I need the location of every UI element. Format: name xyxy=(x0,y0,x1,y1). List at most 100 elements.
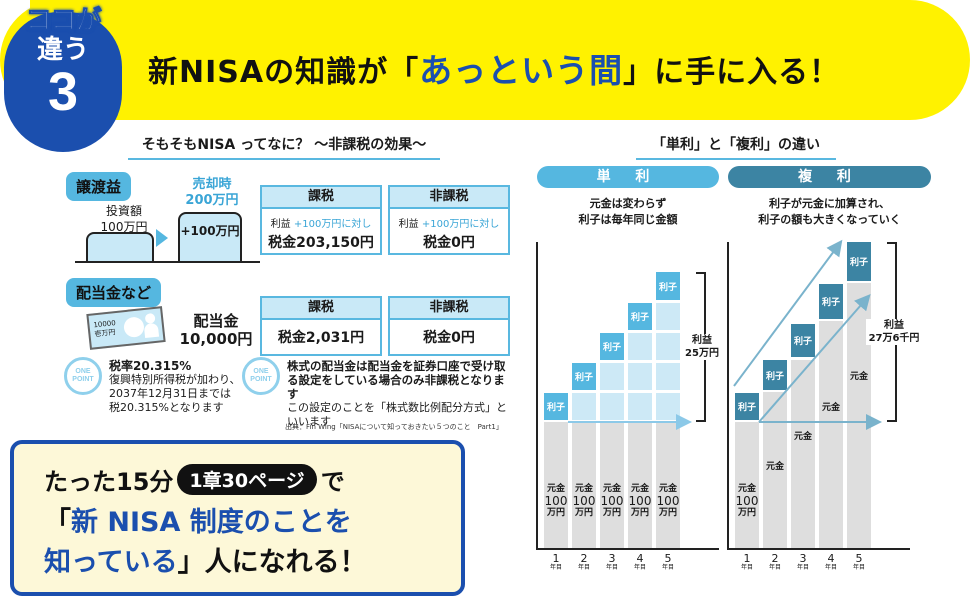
dividend-amount-line2: 10,000円 xyxy=(179,330,253,348)
simple-desc-line2: 利子は毎年同じ金額 xyxy=(578,213,678,226)
one-point-line2: POINT xyxy=(72,376,94,383)
x-tick-unit: 年目 xyxy=(768,564,781,571)
taxfree-header: 非課税 xyxy=(390,298,508,320)
taxfree-value: 税金0円 xyxy=(423,330,475,346)
badge-number: 3 xyxy=(47,62,79,122)
investment-label: 投資額 100万円 xyxy=(84,203,164,235)
section-title-nisa: そもそもNISA ってなに？ ～非課税の効果～ xyxy=(128,134,440,160)
principal-bar xyxy=(544,422,568,548)
principal-label-line3: 万円 xyxy=(602,508,621,518)
chapter-pill: 1章30ページ xyxy=(177,464,317,495)
badge-line1: ココが xyxy=(25,6,102,37)
note1-line: 2037年12月31日までは xyxy=(109,387,231,400)
promo-line2: 「新 NISA 制度のことを xyxy=(44,500,352,539)
x-tick: 5 年目 xyxy=(656,553,680,572)
x-tick-num: 3 xyxy=(799,552,807,565)
compound-y-axis xyxy=(727,242,729,550)
interest-block: 利子 xyxy=(544,393,568,420)
compound-desc: 利子が元金に加算され、 利子の額も大きくなっていく xyxy=(728,196,931,228)
compound-profit-label: 利益 27万6千円 xyxy=(866,319,922,345)
note2-title: 株式の配当金は配当金を証券口座で受け取る設定をしている場合のみ非課税となります xyxy=(287,359,506,401)
taxfree-sub: 利益 +100万円に対し xyxy=(390,215,508,230)
x-tick: 3 年目 xyxy=(600,553,624,572)
promo-de: で xyxy=(320,468,345,496)
principal-bar xyxy=(791,360,815,548)
principal-label: 元金 xyxy=(765,462,784,472)
profit-value: +100万円に対し xyxy=(421,219,500,230)
x-tick-num: 3 xyxy=(608,552,616,565)
x-tick-unit: 年目 xyxy=(605,564,618,571)
accumulated-interest xyxy=(572,393,596,420)
x-tick-unit: 年目 xyxy=(852,564,865,571)
principal-bar xyxy=(763,392,787,548)
profit-label-line2: 27万6千円 xyxy=(868,333,920,344)
principal-label-line1: 元金 xyxy=(630,484,649,494)
x-tick-unit: 年目 xyxy=(633,564,646,571)
note1-line: 税20.315%となります xyxy=(109,401,224,414)
simple-profit-label: 利益 25万円 xyxy=(680,334,724,360)
headline-post: 」に手に入る！ xyxy=(623,55,841,90)
simple-x-axis xyxy=(536,548,719,550)
x-tick-unit: 年目 xyxy=(661,564,674,571)
principal-label: 元金 100 万円 xyxy=(735,484,759,519)
x-tick: 1 年目 xyxy=(735,553,759,572)
one-point-line1: ONE xyxy=(253,368,269,375)
simple-y-axis xyxy=(536,242,538,550)
interest-block: 利子 xyxy=(735,393,759,420)
interest-block: 利子 xyxy=(819,284,843,319)
principal-label-line1: 元金 xyxy=(658,484,677,494)
compound-desc-line1: 利子が元金に加算され、 xyxy=(768,197,891,210)
principal-label: 元金 xyxy=(793,432,812,442)
accumulated-interest xyxy=(628,393,652,420)
compound-desc-line2: 利子の額も大きくなっていく xyxy=(758,213,901,226)
x-tick-num: 5 xyxy=(855,552,863,565)
point-badge-text: ココが 違う 3 xyxy=(4,6,122,122)
interest-block: 利子 xyxy=(656,272,680,300)
simple-desc-line1: 元金は変わらず xyxy=(589,197,667,210)
accumulated-interest xyxy=(600,363,624,390)
x-tick-unit: 年目 xyxy=(549,564,562,571)
x-tick-num: 1 xyxy=(552,552,560,565)
accumulated-interest xyxy=(628,363,652,390)
ground-line xyxy=(75,261,260,263)
one-point-badge-icon: ONE POINT xyxy=(64,357,102,395)
interest-block: 利子 xyxy=(763,360,787,390)
principal-label-line1: 元金 xyxy=(737,484,756,494)
x-tick: 4 年目 xyxy=(819,553,843,572)
profit-label: 利益 xyxy=(398,219,419,230)
principal-label: 元金 100 万円 xyxy=(572,484,596,519)
principal-label-line2: 100 xyxy=(656,494,680,508)
promo-tail: 」人になれる！ xyxy=(177,547,367,578)
x-tick: 5 年目 xyxy=(847,553,871,572)
x-tick-num: 2 xyxy=(771,552,779,565)
principal-label: 元金 100 万円 xyxy=(628,484,652,519)
taxed-value: 税金203,150円 xyxy=(268,235,374,251)
x-tick-num: 5 xyxy=(664,552,672,565)
compound-principal-growth-arrow-icon xyxy=(758,293,871,423)
investment-label-line2: 100万円 xyxy=(100,220,148,234)
sale-label-line1: 売却時 xyxy=(192,177,232,192)
promo-line1: たった15分 1章30ページ で xyxy=(44,462,345,497)
investment-box xyxy=(86,232,154,262)
principal-label-line2: 100 xyxy=(628,494,652,508)
promo-highlight: 新 NISA 制度のことを xyxy=(71,507,352,538)
taxed-value: 税金2,031円 xyxy=(277,330,365,346)
x-tick-unit: 年目 xyxy=(796,564,809,571)
principal-label-line3: 万円 xyxy=(737,508,756,518)
profit-label: 利益 xyxy=(270,219,291,230)
x-tick-num: 4 xyxy=(636,552,644,565)
principal-bar xyxy=(735,422,759,548)
note2-body: この設定のことを「株式数比例配分方式」といいます xyxy=(287,401,507,428)
simple-interest-header: 単 利 xyxy=(537,166,719,188)
principal-bar xyxy=(819,321,843,548)
section-title-interest: 「単利」と「複利」の違い xyxy=(636,134,836,160)
note1-line: 復興特別所得税が加わり、 xyxy=(109,373,241,386)
simple-desc: 元金は変わらず 利子は毎年同じ金額 xyxy=(537,196,719,228)
dividend-amount-line1: 配当金 xyxy=(193,312,239,330)
point-badge xyxy=(4,12,122,152)
dividend-note: 株式の配当金は配当金を証券口座で受け取る設定をしている場合のみ非課税となります … xyxy=(287,359,515,429)
taxfree-capital-gains-box: 非課税 利益 +100万円に対し 税金0円 xyxy=(388,185,510,255)
x-tick-num: 4 xyxy=(827,552,835,565)
principal-label-line3: 万円 xyxy=(630,508,649,518)
interest-block: 利子 xyxy=(572,363,596,390)
